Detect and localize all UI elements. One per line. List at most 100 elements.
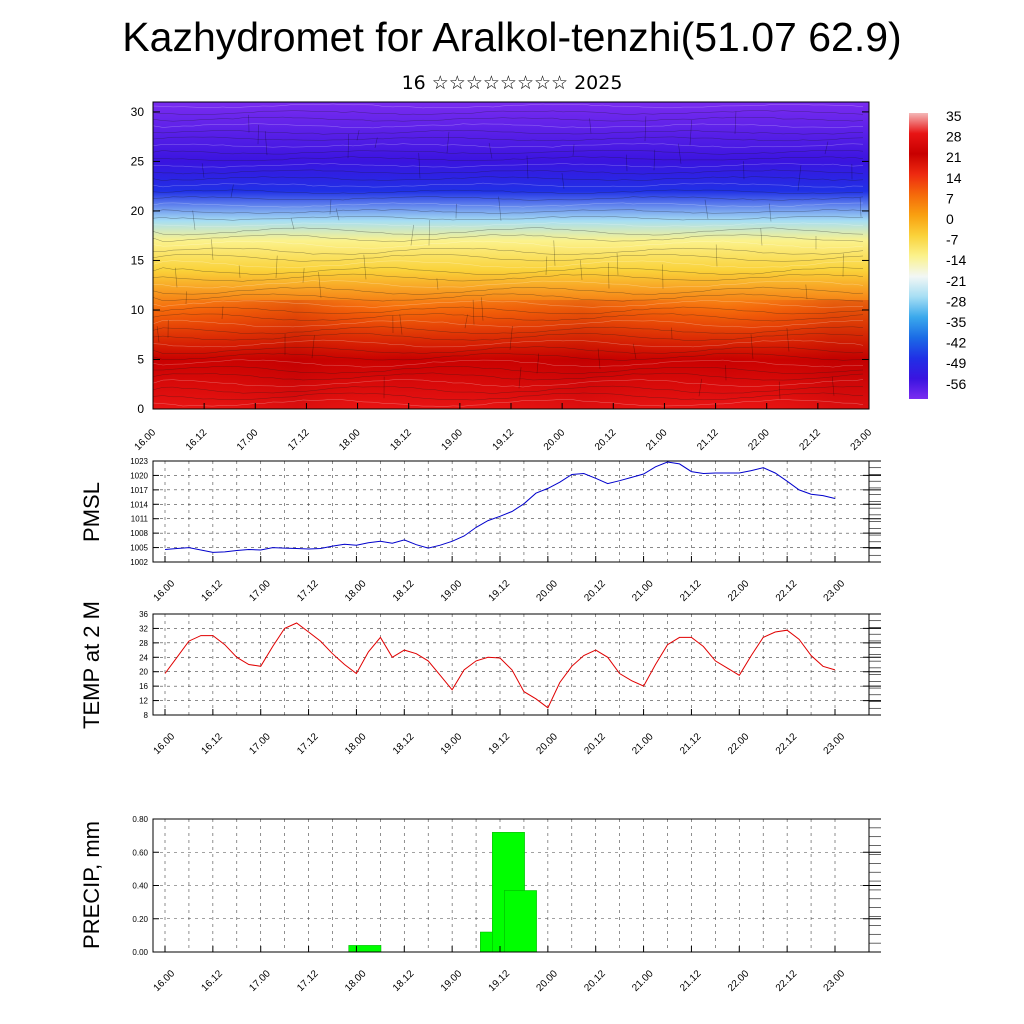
x-tick-label: 18.12: [391, 731, 417, 757]
x-tick-label: 22.00: [726, 578, 752, 604]
precip-bar: [348, 945, 382, 953]
precip-bar: [504, 890, 537, 953]
x-tick-label: 17.12: [295, 731, 321, 757]
x-tick-label: 16.12: [184, 427, 210, 453]
y-tick-label: 0.80: [132, 815, 148, 824]
x-tick-label: 18.12: [388, 427, 414, 453]
x-tick-label: 21.12: [678, 578, 704, 604]
x-tick-label: 18.00: [343, 731, 369, 757]
x-tick-label: 22.12: [774, 731, 800, 757]
x-tick-label: 22.00: [726, 731, 752, 757]
x-tick-label: 22.00: [726, 968, 752, 994]
x-tick-label: 23.00: [822, 731, 848, 757]
pmsl-frame: [152, 460, 870, 563]
cross-section-panel: 0 5 10 15 20 25 30 16.00 16.12 17.00 17.12 18.00 18…: [131, 101, 875, 453]
x-tick-label: 19.00: [439, 578, 465, 604]
pmsl-series-line: [164, 461, 836, 553]
x-tick-label: 17.00: [247, 968, 273, 994]
colorbar-label: -28: [946, 293, 966, 309]
x-tick-label: 19.12: [491, 427, 517, 453]
x-tick-label: 21.00: [630, 578, 656, 604]
x-tick-label: 21.00: [630, 968, 656, 994]
y-tick-label: 1020: [130, 471, 148, 480]
y-tick-label: 1008: [130, 529, 148, 538]
x-tick-label: 22.12: [774, 578, 800, 604]
x-tick-label: 19.00: [439, 968, 465, 994]
x-tick-label: 16.00: [152, 731, 178, 757]
colorbar-label: -35: [946, 314, 966, 330]
temp-frame: [152, 613, 870, 716]
y-tick-label: 36: [139, 610, 148, 619]
y-tick-label: 1005: [130, 544, 148, 553]
x-tick-label: 18.12: [391, 968, 417, 994]
x-tick-label: 16.00: [152, 968, 178, 994]
colorbar-label: -7: [946, 232, 959, 248]
x-tick-label: 23.00: [822, 968, 848, 994]
colorbar-label: -14: [946, 252, 966, 268]
colorbar-label: 0: [946, 211, 954, 227]
x-tick-label: 20.12: [582, 968, 608, 994]
colorbar-label: 7: [946, 190, 954, 206]
y-tick-label: 20: [139, 668, 148, 677]
x-tick-label: 21.12: [678, 731, 704, 757]
y-tick-label: 1002: [130, 558, 148, 567]
cross-section-y-tick: 5: [137, 352, 144, 366]
y-tick-label: 16: [139, 682, 148, 691]
y-tick-label: 32: [139, 624, 148, 633]
x-tick-label: 17.12: [286, 427, 312, 453]
x-tick-label: 17.00: [235, 427, 261, 453]
colorbar-label: -56: [946, 376, 966, 392]
cross-section-y-tick: 30: [131, 105, 145, 119]
x-tick-label: 16.12: [200, 968, 226, 994]
colorbar-ramp: [909, 113, 928, 399]
y-tick-label: 0.00: [132, 948, 148, 957]
y-tick-label: 24: [139, 653, 148, 662]
y-tick-label: 1011: [131, 515, 149, 524]
temp-panel: 8 12 16 20 24 28 32 36 16.00 16.12 17.00 17.12 18.0…: [79, 601, 881, 757]
wind-streamlines: [152, 103, 864, 407]
x-tick-label: 18.00: [343, 578, 369, 604]
x-tick-label: 16.12: [200, 578, 226, 604]
x-tick-label: 23.00: [849, 427, 875, 453]
colorbar-label: -21: [946, 273, 966, 289]
x-tick-label: 21.00: [630, 731, 656, 757]
y-tick-label: 0.40: [132, 882, 148, 891]
precip-axis-label: PRECIP, mm: [79, 821, 104, 949]
cross-section-y-tick: 15: [131, 253, 145, 267]
x-tick-label: 20.00: [535, 968, 561, 994]
y-tick-label: 8: [144, 711, 149, 720]
y-tick-label: 1014: [130, 500, 148, 509]
colorbar-label: 21: [946, 149, 962, 165]
cross-section-y-tick: 25: [131, 154, 145, 168]
x-tick-label: 20.12: [593, 427, 619, 453]
x-tick-label: 21.00: [644, 427, 670, 453]
x-tick-label: 18.12: [391, 578, 417, 604]
x-tick-label: 20.12: [582, 578, 608, 604]
x-tick-label: 22.12: [798, 427, 824, 453]
colorbar: 35 28 21 14 7 0 -7 -14 -21 -28 -35 -42 -49 -56: [909, 108, 966, 399]
x-tick-label: 22.12: [774, 968, 800, 994]
y-tick-label: 0.60: [132, 848, 148, 857]
x-tick-label: 20.00: [542, 427, 568, 453]
x-tick-label: 23.00: [822, 578, 848, 604]
x-tick-label: 19.00: [440, 427, 466, 453]
y-tick-label: 1023: [130, 457, 148, 466]
temp-series-line: [164, 622, 836, 709]
colorbar-label: -49: [946, 355, 966, 371]
x-tick-label: 17.12: [295, 968, 321, 994]
x-tick-label: 20.00: [535, 731, 561, 757]
colorbar-label: 14: [946, 170, 962, 186]
x-tick-label: 18.00: [337, 427, 363, 453]
x-tick-label: 21.12: [695, 427, 721, 453]
x-tick-label: 16.00: [152, 578, 178, 604]
pmsl-panel: 1002 1005 1008 1011 1014 1017 1020 1023 16.00 16…: [79, 457, 881, 604]
cross-section-y-tick: 20: [131, 204, 145, 218]
cross-section-y-tick: 10: [131, 303, 145, 317]
x-tick-label: 18.00: [343, 968, 369, 994]
colorbar-label: 28: [946, 129, 962, 145]
y-tick-label: 12: [139, 697, 148, 706]
y-tick-label: 0.20: [132, 915, 148, 924]
y-tick-label: 28: [139, 639, 148, 648]
pmsl-axis-label: PMSL: [79, 482, 104, 542]
